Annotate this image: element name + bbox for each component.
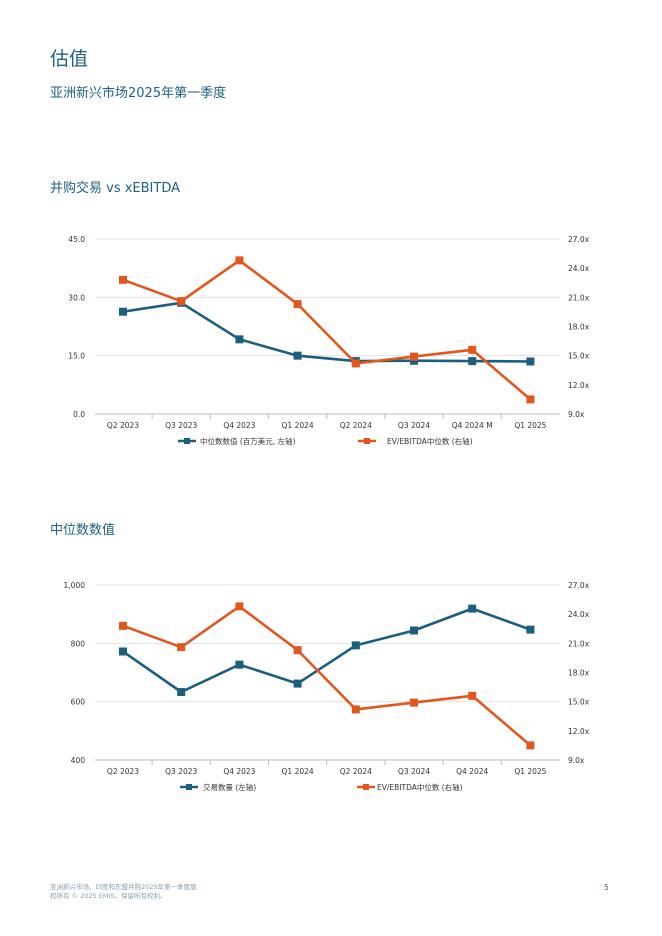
right-axis-tick: 21.0x — [568, 293, 590, 302]
data-point — [235, 335, 244, 344]
page-title: 估值 — [50, 48, 89, 70]
data-point — [526, 357, 535, 366]
x-axis-label: Q4 2023 — [223, 767, 255, 776]
data-point — [293, 351, 302, 360]
right-axis-tick: 18.0x — [568, 323, 590, 332]
x-axis-label: Q4 2023 — [223, 421, 255, 430]
legend-swatch-marker — [364, 438, 370, 444]
data-point — [468, 345, 477, 354]
footer-line-2: 权所有 © 2025 EMIS。保留所有权利。 — [50, 892, 167, 900]
left-axis-tick: 800 — [71, 639, 86, 648]
legend-swatch-marker — [363, 784, 369, 790]
data-point — [293, 646, 302, 655]
data-point — [177, 297, 186, 306]
page-subtitle: 亚洲新兴市场2025年第一季度 — [50, 86, 227, 101]
right-axis-tick: 12.0x — [568, 727, 590, 736]
legend-label: 中位数数值 (百万美元, 左轴) — [200, 436, 296, 446]
right-axis-tick: 15.0x — [568, 698, 590, 707]
x-axis-label: Q3 2024 — [398, 421, 430, 430]
data-point — [468, 604, 477, 613]
left-axis-tick: 15.0 — [68, 352, 85, 361]
x-axis-label: Q1 2025 — [514, 421, 546, 430]
data-point — [526, 741, 535, 750]
chart1-title: 并购交易 vs xEBITDA — [50, 181, 181, 196]
x-axis-label: Q2 2023 — [107, 767, 139, 776]
x-axis-label: Q3 2024 — [398, 767, 430, 776]
x-axis-label: Q4 2024 — [456, 767, 488, 776]
x-axis-label: Q1 2024 — [282, 421, 314, 430]
right-axis-tick: 24.0x — [568, 264, 590, 273]
right-axis-tick: 24.0x — [568, 610, 590, 619]
data-point — [293, 679, 302, 688]
series-line-right-axis — [122, 605, 532, 747]
data-point — [235, 660, 244, 669]
x-axis-label: Q4 2024 M — [452, 421, 493, 430]
data-point — [468, 691, 477, 700]
legend-label: EV/EBITDA中位数 (右轴) — [387, 436, 473, 446]
left-axis-tick: 45.0 — [68, 235, 85, 244]
x-axis-label: Q2 2024 — [340, 767, 372, 776]
data-point — [410, 698, 418, 707]
legend-label: EV/EBITDA中位数 (右轴) — [377, 782, 463, 792]
right-axis-tick: 27.0x — [568, 235, 590, 244]
chart2-svg: 1,000 800 600 400 27.0x 24.0x 21.0x 18.0x 15.0x 1… — [64, 581, 590, 792]
right-axis-tick: 9.0x — [568, 410, 585, 419]
data-point — [468, 357, 477, 366]
data-point — [351, 641, 360, 650]
data-point — [177, 688, 186, 697]
chart-deals-vs-ebitda: 45.0 30.0 15.0 0.0 27.0x 24.0x 21.0x 18.0x 15.0x… — [0, 228, 662, 460]
data-point — [119, 275, 127, 284]
legend-swatch-marker — [186, 784, 192, 790]
series-line-right-axis — [122, 259, 532, 401]
data-point — [526, 395, 535, 404]
page-number: 5 — [604, 883, 609, 892]
chart-median-values: 1,000 800 600 400 27.0x 24.0x 21.0x 18.0x 15.0x 1… — [0, 574, 662, 806]
data-point — [293, 300, 302, 309]
left-axis-tick: 0.0 — [73, 410, 85, 419]
footer: 亚洲新兴市场、印度和东盟并购2025年第一季度版 权所有 © 2025 EMIS… — [50, 883, 197, 901]
data-point — [235, 602, 244, 611]
right-axis-tick: 21.0x — [568, 639, 590, 648]
footer-line-1: 亚洲新兴市场、印度和东盟并购2025年第一季度版 — [50, 883, 197, 891]
chart1-svg: 45.0 30.0 15.0 0.0 27.0x 24.0x 21.0x 18.0x 15.0x… — [68, 235, 590, 446]
data-point — [235, 256, 244, 265]
data-point — [119, 307, 127, 316]
x-axis-label: Q2 2024 — [340, 421, 372, 430]
x-axis-label: Q3 2023 — [165, 767, 197, 776]
left-axis-tick: 30.0 — [68, 293, 85, 302]
right-axis-tick: 12.0x — [568, 381, 590, 390]
data-point — [177, 643, 186, 652]
series-line-left-axis — [122, 607, 531, 694]
left-axis-tick: 600 — [71, 698, 86, 707]
x-axis-label: Q1 2025 — [514, 767, 546, 776]
right-axis-tick: 15.0x — [568, 352, 590, 361]
data-point — [351, 705, 360, 714]
data-point — [410, 626, 418, 635]
legend-swatch-marker — [184, 438, 190, 444]
right-axis-tick: 27.0x — [568, 581, 590, 590]
x-axis-label: Q2 2023 — [107, 421, 139, 430]
right-axis-tick: 18.0x — [568, 669, 590, 678]
legend-label: 交易数量 (左轴) — [203, 782, 256, 792]
left-axis-tick: 1,000 — [64, 581, 86, 590]
series-line-left-axis — [122, 301, 531, 363]
data-point — [526, 625, 535, 634]
x-axis-label: Q3 2023 — [165, 421, 197, 430]
data-point — [410, 356, 418, 365]
data-point — [410, 352, 418, 361]
right-axis-tick: 9.0x — [568, 756, 585, 765]
data-point — [119, 621, 127, 630]
left-axis-tick: 400 — [71, 756, 86, 765]
chart2-title: 中位数数值 — [50, 523, 116, 538]
data-point — [119, 647, 127, 656]
data-point — [351, 359, 360, 368]
x-axis-label: Q1 2024 — [282, 767, 314, 776]
